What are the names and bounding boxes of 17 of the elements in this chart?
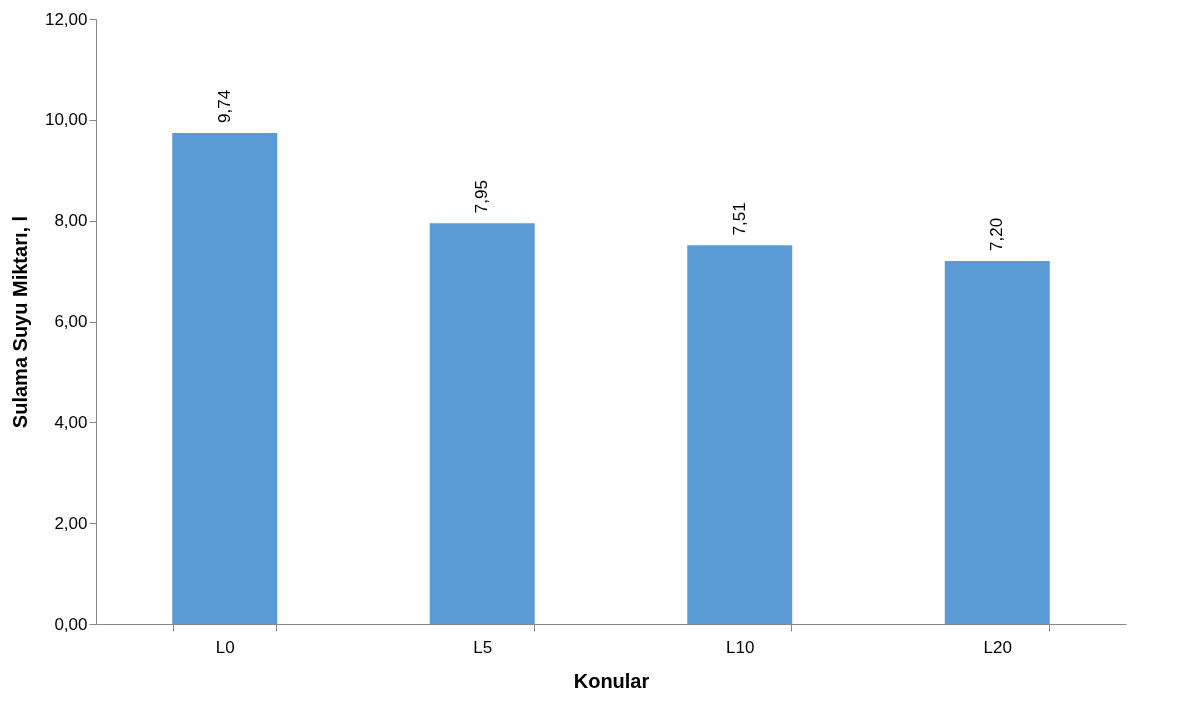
x-tick-label: L5 xyxy=(473,637,493,657)
x-axis-title: Konular xyxy=(573,669,650,692)
y-tick-label: 8,00 xyxy=(54,211,88,231)
y-tick-label: 12,00 xyxy=(44,9,88,29)
y-tick-label: 10,00 xyxy=(44,110,88,130)
y-tick-label: 0,00 xyxy=(54,614,88,634)
x-tick-label: L20 xyxy=(983,637,1012,657)
y-tick-label: 2,00 xyxy=(54,513,88,533)
x-tick-label: L10 xyxy=(726,637,755,657)
y-tick-label: 6,00 xyxy=(54,312,88,331)
data-label: 7,20 xyxy=(987,217,1007,251)
y-axis-title: Sulama Suyu Miktarı, l xyxy=(8,215,31,429)
x-tick-label: L0 xyxy=(215,637,235,657)
data-label: 7,95 xyxy=(472,180,492,214)
y-tick-label: 4,00 xyxy=(54,412,88,432)
data-label: 9,74 xyxy=(214,89,234,123)
data-label: 7,51 xyxy=(729,202,749,236)
